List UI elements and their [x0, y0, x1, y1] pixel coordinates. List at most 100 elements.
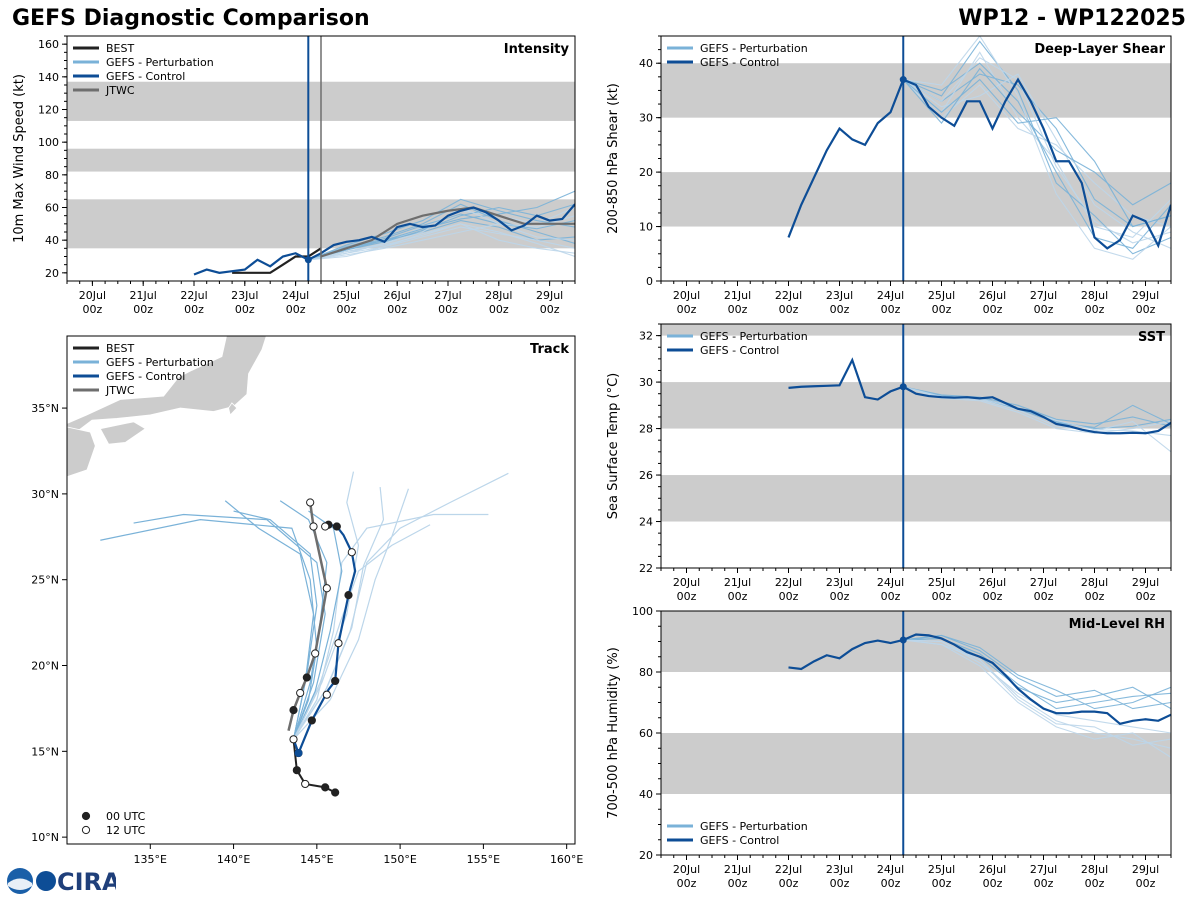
rh-xtick-hour: 00z	[830, 877, 850, 890]
sst-xtick-hour: 00z	[779, 590, 799, 603]
track-control-marker	[331, 676, 340, 686]
rh-xtick-day: 21Jul	[724, 863, 751, 876]
shear-legend-label: GEFS - Perturbation	[700, 42, 808, 55]
track-xtick-label: 160°E	[550, 853, 583, 866]
sst-xtick-day: 28Jul	[1081, 576, 1108, 589]
sst-legend-label: GEFS - Control	[700, 344, 779, 357]
rh-xtick-hour: 00z	[677, 877, 697, 890]
sst-ylabel: Sea Surface Temp (°C)	[606, 373, 621, 520]
shear-perturbation-member	[902, 78, 1171, 228]
shear-legend-label: GEFS - Control	[700, 56, 779, 69]
shear-xtick-day: 29Jul	[1132, 289, 1159, 302]
shear-perturbation-member	[902, 51, 1171, 239]
track-ytick-label: 35°N	[31, 402, 59, 415]
sst-xtick-day: 22Jul	[775, 576, 802, 589]
rh-xtick-hour: 00z	[1136, 877, 1156, 890]
sst-ytick-label: 24	[639, 516, 653, 529]
track-control-marker	[344, 591, 353, 600]
sst-title: SST	[1138, 330, 1165, 345]
track-perturbation-member	[292, 471, 360, 740]
cira-logo-text: CIRA	[57, 868, 116, 896]
shear-xtick-day: 25Jul	[928, 289, 955, 302]
track-jtwc-marker	[289, 706, 298, 715]
shear-xtick-hour: 00z	[1034, 303, 1054, 316]
track-plot: 135°E 140°E 145°E 150°E 155°E 160°E 10°N 15°N 20…	[31, 335, 583, 866]
intensity-perturbation-member	[308, 215, 575, 261]
sst-xtick-hour: 00z	[1085, 590, 1105, 603]
sst-xtick-day: 24Jul	[877, 576, 904, 589]
sst-plot: 22242628303220Jul00z21Jul00z22Jul00z23Ju…	[606, 323, 1172, 603]
intensity-title: Intensity	[504, 42, 570, 57]
sst-xtick-day: 27Jul	[1030, 576, 1057, 589]
sst-xtick-day: 26Jul	[979, 576, 1006, 589]
rh-ytick-label: 80	[639, 666, 653, 679]
track-marker-legend-symbol	[81, 825, 91, 835]
japan-landmass	[99, 421, 147, 445]
shear-xtick-hour: 00z	[728, 303, 748, 316]
intensity-perturbation-member	[308, 226, 575, 261]
track-perturbation-member	[293, 513, 489, 740]
sst-xtick-hour: 00z	[677, 590, 697, 603]
intensity-xtick-hour: 00z	[83, 303, 103, 316]
rh-perturbation-member	[903, 634, 1171, 710]
intensity-xtick-day: 26Jul	[384, 289, 411, 302]
intensity-init-point	[304, 256, 312, 264]
track-xtick-label: 150°E	[383, 853, 416, 866]
shear-xtick-hour: 00z	[779, 303, 799, 316]
rh-init-point	[899, 636, 907, 644]
track-best-marker	[289, 735, 298, 744]
intensity-xtick-hour: 00z	[235, 303, 255, 316]
intensity-xtick-day: 22Jul	[180, 289, 207, 302]
intensity-plot: 2040608010012014016020Jul00z21Jul00z22Ju…	[12, 35, 576, 316]
rh-xtick-day: 28Jul	[1081, 863, 1108, 876]
intensity-xtick-day: 20Jul	[79, 289, 106, 302]
track-ytick-label: 30°N	[31, 488, 59, 501]
sst-ytick-label: 32	[639, 330, 653, 343]
intensity-perturbation-member	[308, 203, 575, 261]
sst-control-line	[788, 357, 1171, 435]
japan-landmass	[228, 402, 238, 416]
shear-xtick-hour: 00z	[881, 303, 901, 316]
intensity-perturbation-member	[308, 190, 575, 261]
intensity-best-line	[232, 247, 322, 274]
intensity-xtick-day: 27Jul	[434, 289, 461, 302]
rh-legend-label: GEFS - Control	[700, 834, 779, 847]
intensity-xtick-hour: 00z	[337, 303, 357, 316]
intensity-ytick-label: 160	[38, 38, 59, 51]
track-best-marker	[292, 766, 301, 775]
shear-perturbation-member	[903, 36, 1171, 260]
shear-xtick-day: 26Jul	[979, 289, 1006, 302]
shear-xtick-hour: 00z	[677, 303, 697, 316]
track-control-marker	[347, 548, 356, 557]
track-jtwc-marker	[306, 498, 315, 507]
track-jtwc-marker	[296, 688, 305, 698]
track-ytick-label: 10°N	[31, 831, 59, 844]
rh-perturbation-member	[903, 639, 1171, 758]
track-control-marker	[321, 522, 330, 531]
rh-legend-label: GEFS - Perturbation	[700, 820, 808, 833]
sst-xtick-hour: 00z	[1034, 590, 1054, 603]
japan-landmass	[67, 336, 267, 440]
track-control-marker	[334, 639, 343, 648]
rh-xtick-hour: 00z	[728, 877, 748, 890]
shear-plot: 01020304020Jul00z21Jul00z22Jul00z23Jul00…	[606, 35, 1172, 316]
intensity-xtick-hour: 00z	[286, 303, 306, 316]
shear-xtick-hour: 00z	[1136, 303, 1156, 316]
shear-ytick-label: 0	[646, 275, 653, 288]
track-perturbation-member	[279, 500, 328, 740]
track-legend-label: BEST	[106, 342, 134, 355]
sst-xtick-day: 21Jul	[724, 576, 751, 589]
intensity-legend-label: GEFS - Control	[106, 70, 185, 83]
track-jtwc-marker	[311, 649, 320, 658]
rh-xtick-day: 23Jul	[826, 863, 853, 876]
sst-xtick-day: 25Jul	[928, 576, 955, 589]
track-init-point	[294, 749, 303, 758]
track-best-marker	[331, 788, 340, 797]
rh-xtick-hour: 00z	[983, 877, 1003, 890]
shear-xtick-day: 23Jul	[826, 289, 853, 302]
shear-xtick-hour: 00z	[932, 303, 952, 316]
track-perturbation-member	[293, 488, 410, 740]
track-best-marker	[301, 779, 310, 789]
